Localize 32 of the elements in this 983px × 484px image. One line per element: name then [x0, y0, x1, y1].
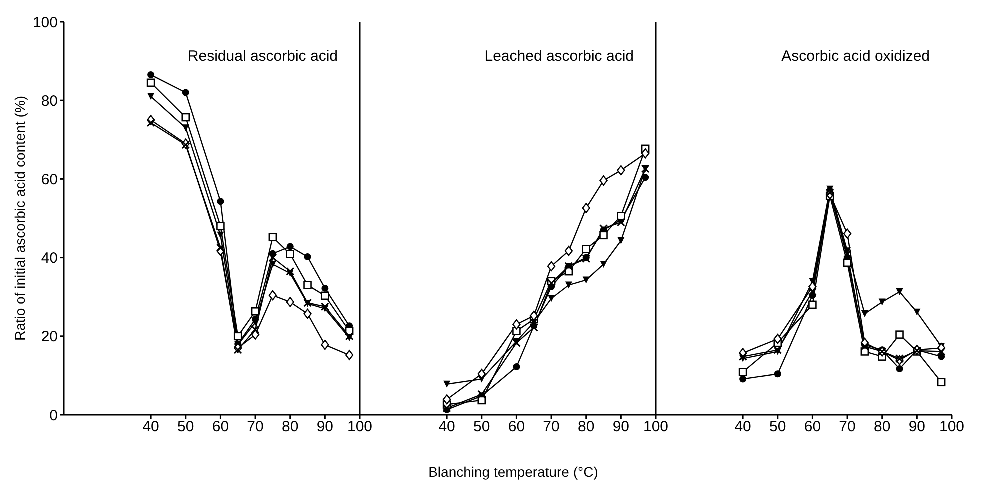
- x-tick-label: 90: [612, 418, 630, 436]
- x-tick-label: 90: [316, 418, 334, 436]
- x-tick-label: 80: [578, 418, 595, 436]
- x-tick-label: 60: [212, 418, 230, 436]
- y-tick-label: 60: [41, 172, 58, 189]
- x-tick-label: 80: [874, 418, 891, 436]
- text: Residual ascorbic acid: [188, 48, 338, 65]
- x-tick-label: 90: [908, 418, 926, 436]
- x-tick-label: 70: [247, 418, 264, 436]
- y-tick-label: 80: [41, 92, 58, 110]
- x-tick-label: 60: [508, 418, 526, 436]
- x-tick-label: 50: [178, 418, 194, 436]
- x-tick-label: 40: [734, 418, 752, 436]
- y-tick-label: 20: [41, 328, 58, 346]
- y-tick-label: 0: [50, 407, 58, 424]
- x-axis-title: Blanching temperature (°C): [428, 464, 600, 480]
- x-tick-label: 100: [643, 418, 669, 436]
- y-tick-label: 40: [41, 250, 58, 268]
- y-axis-title: Ratio of initial ascorbic acid content (%): [12, 96, 28, 342]
- x-tick-label: 40: [438, 418, 456, 436]
- x-tick-label: 100: [939, 418, 965, 436]
- x-tick-label: 50: [474, 418, 490, 436]
- x-tick-label: 50: [770, 418, 786, 436]
- x-tick-label: 80: [282, 418, 299, 436]
- y-tick-label: 100: [32, 14, 58, 32]
- text: Leached ascorbic acid: [484, 48, 634, 65]
- x-tick-label: 100: [347, 418, 373, 436]
- x-tick-label: 40: [142, 418, 160, 436]
- x-tick-label: 70: [839, 418, 856, 436]
- text: Ascorbic acid oxidized: [782, 48, 930, 65]
- x-tick-label: 70: [543, 418, 560, 436]
- x-tick-label: 60: [804, 418, 822, 436]
